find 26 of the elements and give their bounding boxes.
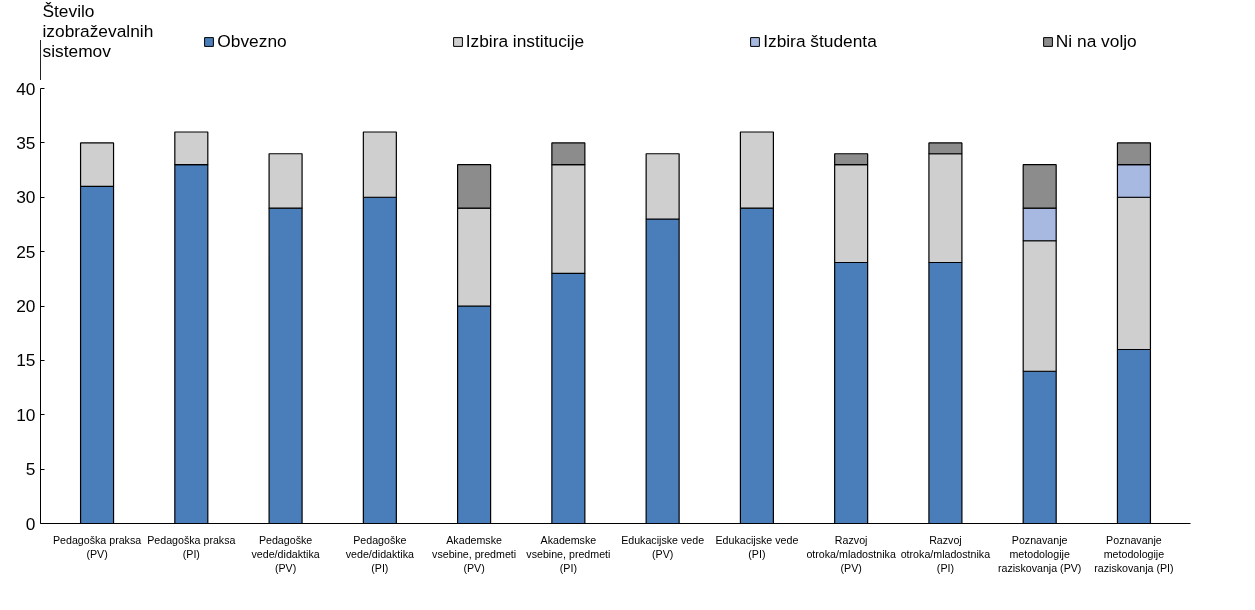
y-tick-label: 30 (16, 187, 36, 208)
x-tick-label: Pedagoške vede/didaktika (PI) (345, 533, 414, 575)
x-tick-label: Akademske vsebine, predmeti (PV) (432, 533, 517, 575)
y-tick-label: 20 (16, 296, 36, 316)
x-tick-label: Poznavanje metodologije raziskovanja (PI) (1094, 533, 1174, 575)
y-axis-title: Število izobraževalnih sistemov (42, 0, 154, 61)
x-tick-label: Razvoj otroka/mladostnika (PI) (900, 533, 991, 575)
y-tick-label: 5 (25, 459, 36, 480)
legend-label: Obvezno (217, 31, 287, 52)
x-tick-label: Edukacijske vede (PI) (715, 533, 799, 560)
y-tick-label: 10 (16, 404, 36, 425)
x-tick-label: Poznavanje metodologije raziskovanja (PV) (997, 533, 1082, 575)
x-tick-label: Pedagoške vede/didaktika (PV) (251, 533, 320, 575)
y-tick-label: 25 (16, 241, 36, 262)
x-tick-label: Edukacijske vede (PV) (621, 533, 705, 560)
x-tick-label: Razvoj otroka/mladostnika (PV) (806, 533, 896, 575)
x-tick-label: Pedagoška praksa (PV) (52, 533, 142, 560)
x-tick-label: Akademske vsebine, predmeti (PI) (526, 533, 611, 575)
x-tick-label: Pedagoška praksa (PI) (147, 533, 236, 560)
legend-label: Izbira institucije (465, 31, 585, 52)
y-tick-label: 40 (16, 78, 36, 99)
y-tick-label: 15 (16, 350, 36, 371)
legend-label: Ni na voljo (1055, 31, 1137, 52)
y-tick-label: 0 (25, 513, 36, 534)
legend-label: Izbira študenta (763, 31, 877, 52)
y-tick-label: 35 (16, 132, 36, 153)
